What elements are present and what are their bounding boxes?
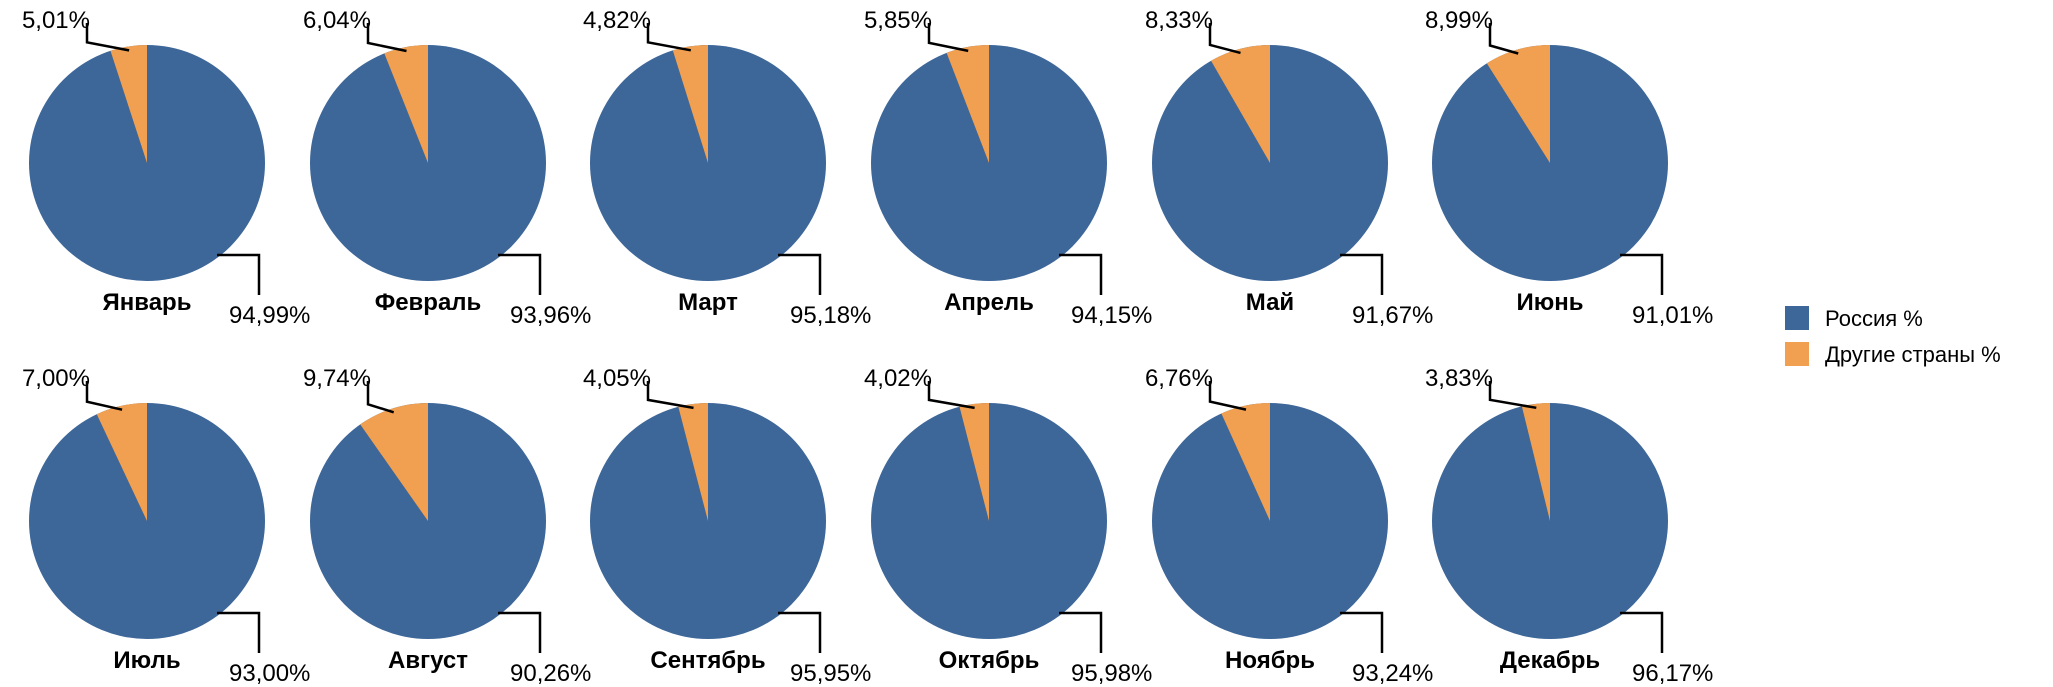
leader-russia [1340,611,1384,653]
slice-other[interactable] [1221,403,1270,521]
label-russia-pct: 91,67% [1352,302,1433,329]
legend-swatch [1785,342,1809,366]
month-label: Май [1246,289,1294,316]
slice-other[interactable] [110,45,147,163]
pie-chart-3: 4,82% 95,18% Март [583,7,871,329]
label-other-pct: 4,05% [583,365,651,392]
leader-russia [778,253,822,295]
legend-label: Россия % [1825,306,1923,331]
leader-other [646,23,692,52]
leader-other [646,381,694,410]
pie-chart-10: 4,02% 95,98% Октябрь [864,365,1152,687]
label-other-pct: 4,02% [864,365,932,392]
leader-other [1488,23,1519,55]
pie-chart-4: 5,85% 94,15% Апрель [864,7,1152,329]
label-other-pct: 8,99% [1425,7,1493,34]
pie-chart-9: 4,05% 95,95% Сентябрь [583,365,871,687]
pie-chart-11: 6,76% 93,24% Ноябрь [1145,365,1433,687]
label-russia-pct: 95,98% [1071,660,1152,687]
label-russia-pct: 95,95% [790,660,871,687]
leader-other [927,381,975,410]
label-other-pct: 6,76% [1145,365,1213,392]
slice-other[interactable] [1521,403,1550,521]
label-russia-pct: 96,17% [1632,660,1713,687]
label-russia-pct: 95,18% [790,302,871,329]
slice-other[interactable] [1211,45,1270,163]
pie-chart-1: 5,01% 94,99% Январь [22,7,310,329]
label-russia-pct: 91,01% [1632,302,1713,329]
slice-other[interactable] [96,403,147,521]
label-other-pct: 5,01% [22,7,90,34]
slice-other[interactable] [384,45,428,163]
leader-other [1208,381,1247,411]
leader-other [1208,23,1241,55]
legend-item-1: Россия % [1785,306,1923,331]
label-other-pct: 4,82% [583,7,651,34]
leader-other [927,23,969,53]
slice-other[interactable] [946,45,989,163]
month-label: Сентябрь [650,647,765,674]
leader-russia [217,611,261,653]
leader-other [1488,381,1537,410]
label-russia-pct: 93,00% [229,660,310,687]
leader-russia [1620,611,1664,653]
leader-russia [1059,253,1103,295]
month-label: Июнь [1517,289,1584,316]
month-label: Декабрь [1500,647,1600,674]
label-russia-pct: 93,24% [1352,660,1433,687]
slice-other[interactable] [959,403,989,521]
leader-russia [498,611,542,653]
label-other-pct: 7,00% [22,365,90,392]
pie-chart-12: 3,83% 96,17% Декабрь [1425,365,1713,687]
leader-other [366,381,395,414]
slice-other[interactable] [672,45,708,163]
legend: Россия % Другие страны % [1785,306,2001,367]
month-label: Июль [113,647,180,674]
label-other-pct: 6,04% [303,7,371,34]
month-label: Октябрь [939,647,1040,674]
slice-other[interactable] [360,403,428,521]
month-label: Январь [103,289,192,316]
pie-chart-8: 9,74% 90,26% Август [303,365,591,687]
label-other-pct: 3,83% [1425,365,1493,392]
label-other-pct: 9,74% [303,365,371,392]
leader-russia [1340,253,1384,295]
pie-chart-2: 6,04% 93,96% Февраль [303,7,591,329]
legend-item-2: Другие страны % [1785,342,2001,367]
label-russia-pct: 94,99% [229,302,310,329]
slice-other[interactable] [678,403,708,521]
leader-other [366,23,407,53]
month-label: Февраль [375,289,482,316]
label-russia-pct: 93,96% [510,302,591,329]
slice-other[interactable] [1486,45,1550,163]
leader-russia [1620,253,1664,295]
month-label: Март [678,289,738,316]
pie-chart-7: 7,00% 93,00% Июль [22,365,310,687]
legend-swatch [1785,306,1809,330]
leader-other [85,23,130,52]
month-label: Август [388,647,468,674]
month-label: Апрель [944,289,1034,316]
label-other-pct: 5,85% [864,7,932,34]
leader-russia [1059,611,1103,653]
label-russia-pct: 94,15% [1071,302,1152,329]
pie-chart-6: 8,99% 91,01% Июнь [1425,7,1713,329]
month-label: Ноябрь [1225,647,1315,674]
label-other-pct: 8,33% [1145,7,1213,34]
leader-other [85,381,123,411]
pie-chart-5: 8,33% 91,67% Май [1145,7,1433,329]
label-russia-pct: 90,26% [510,660,591,687]
leader-russia [778,611,822,653]
leader-russia [217,253,261,295]
legend-label: Другие страны % [1825,342,2001,367]
leader-russia [498,253,542,295]
